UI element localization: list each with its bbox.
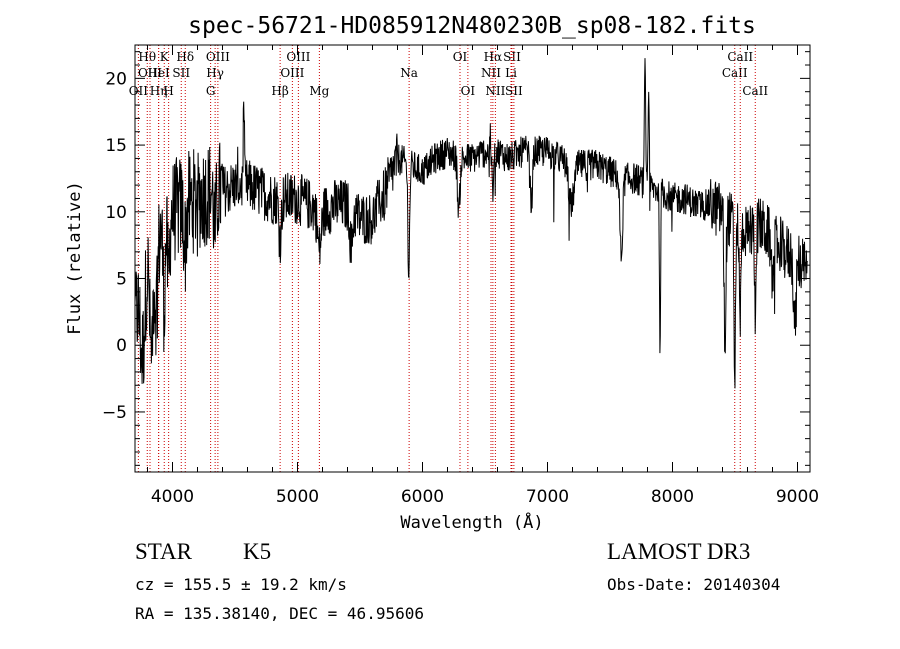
- spectral-line-label: Hθ: [138, 50, 156, 64]
- x-tick-label: 8000: [651, 487, 694, 507]
- y-axis-label: Flux (relative): [65, 181, 85, 335]
- spectrum-line: [134, 58, 808, 389]
- spectral-line-label: SII: [172, 66, 190, 80]
- spectral-line-label: SII: [503, 50, 521, 64]
- spectral-line-label: OI: [453, 50, 468, 64]
- chart-title: spec-56721-HD085912N480230B_sp08-182.fit…: [188, 13, 756, 39]
- object-class: STAR: [135, 539, 192, 564]
- spectral-line-label: Hγ: [206, 66, 224, 80]
- x-tick-label: 5000: [276, 487, 319, 507]
- y-tick-label: −5: [102, 403, 127, 423]
- y-tick-label: 10: [105, 203, 127, 223]
- spectral-line-label: OIII: [280, 66, 304, 80]
- spectral-line-label: Mg: [309, 84, 329, 98]
- spectral-line-label: OI: [461, 84, 476, 98]
- spectral-line-label: OII: [129, 84, 149, 98]
- spectral-line-label: CaII: [722, 66, 748, 80]
- spectral-line-label: K: [160, 50, 170, 64]
- spectral-line-label: OIII: [138, 66, 162, 80]
- spectral-line-label: OIII: [286, 50, 310, 64]
- coordinates: RA = 135.38140, DEC = 46.95606: [135, 604, 424, 623]
- spectral-line-label: Na: [400, 66, 418, 80]
- survey-name: LAMOST DR3: [607, 539, 751, 564]
- spectral-line-label: CaII: [742, 84, 768, 98]
- observation-date: Obs-Date: 20140304: [607, 575, 781, 594]
- spectral-line-label: NII: [485, 84, 505, 98]
- spectral-line-label: Hα: [484, 50, 503, 64]
- y-tick-label: 0: [116, 336, 127, 356]
- x-tick-label: 4000: [151, 487, 194, 507]
- spectral-line-label: NII: [481, 66, 501, 80]
- x-tick-label: 6000: [401, 487, 444, 507]
- y-tick-label: 20: [105, 69, 127, 89]
- y-tick-label: 5: [116, 270, 127, 290]
- plot-frame: [134, 44, 811, 473]
- object-subclass: K5: [243, 539, 272, 564]
- y-tick-label: 15: [105, 136, 127, 156]
- spectral-line-label: Hβ: [271, 84, 288, 98]
- x-tick-label: 9000: [776, 487, 819, 507]
- spectral-line-label: OIII: [206, 50, 230, 64]
- spectral-line-label: HeI: [147, 66, 170, 80]
- spectral-line-label: G: [206, 84, 216, 98]
- spectral-line-label: H: [163, 84, 173, 98]
- spectral-line-label: Li: [505, 66, 517, 80]
- redshift-velocity: cz = 155.5 ± 19.2 km/s: [135, 575, 347, 594]
- spectral-line-label: Hδ: [176, 50, 194, 64]
- spectral-line-label: CaII: [727, 50, 753, 64]
- spectral-line-label: SII: [505, 84, 523, 98]
- x-axis-label: Wavelength (Å): [400, 511, 543, 533]
- x-tick-label: 7000: [526, 487, 569, 507]
